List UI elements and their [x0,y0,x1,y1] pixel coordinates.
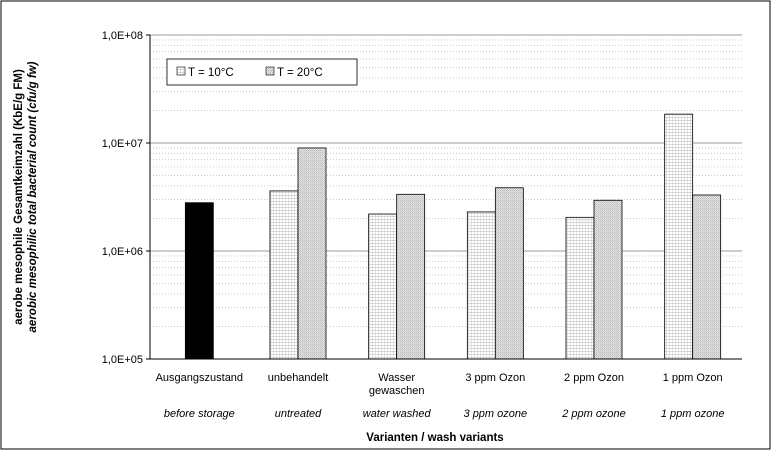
bar-baseline [184,202,214,360]
bar-t10 [269,190,299,360]
bar-t10 [565,216,595,360]
x-category-label: Wasser gewaschen [369,372,425,397]
x-category-label: 3 ppm Ozon [465,372,525,384]
y-tick-label: 1,0E+06 [102,246,143,258]
x-category-label: Ausgangszustand [156,372,243,384]
bar-t10 [368,213,398,360]
y-tick-label: 1,0E+07 [102,138,143,150]
x-axis-categories: Ausgangszustand before storage unbehandelt… [156,372,725,420]
bar-t20 [593,199,623,360]
x-axis-title: Varianten / wash variants [366,432,503,444]
bar-t20 [494,187,524,360]
legend-label-10c: T = 10°C [188,67,234,79]
y-axis-ticks: 1,0E+05 1,0E+06 1,0E+07 1,0E+08 [102,30,150,366]
legend-swatch-20c [265,66,275,76]
x-category-label-en: 2 ppm ozone [561,408,626,420]
x-category-label-en: before storage [164,408,235,420]
x-category-label-en: 3 ppm ozone [464,408,528,420]
gridlines [150,34,742,327]
x-category-label: 2 ppm Ozon [564,372,624,384]
bar-t10 [664,113,694,360]
y-axis-title-de: aerobe mesophile Gesamtkeimzahl (KbE/g F… [13,69,25,325]
y-tick-label: 1,0E+05 [102,354,143,366]
bar-t20 [396,193,426,360]
legend-label-20c: T = 20°C [277,67,323,79]
x-category-label: unbehandelt [268,372,329,384]
x-category-label-en: water washed [363,408,432,420]
bar-t20 [692,194,722,360]
x-category-label: 1 ppm Ozon [663,372,723,384]
x-category-label-en: untreated [275,408,322,420]
x-category-label-en: 1 ppm ozone [661,408,725,420]
y-axis-title-en: aerobic mesophilic total bacterial count… [27,61,39,332]
legend-swatch-10c [176,66,186,76]
legend: T = 10°C T = 20°C [166,58,358,86]
y-tick-label: 1,0E+08 [102,30,143,42]
bar-t20 [297,147,327,360]
legend-box [166,58,358,86]
bars [184,113,722,360]
bar-t10 [466,211,496,360]
